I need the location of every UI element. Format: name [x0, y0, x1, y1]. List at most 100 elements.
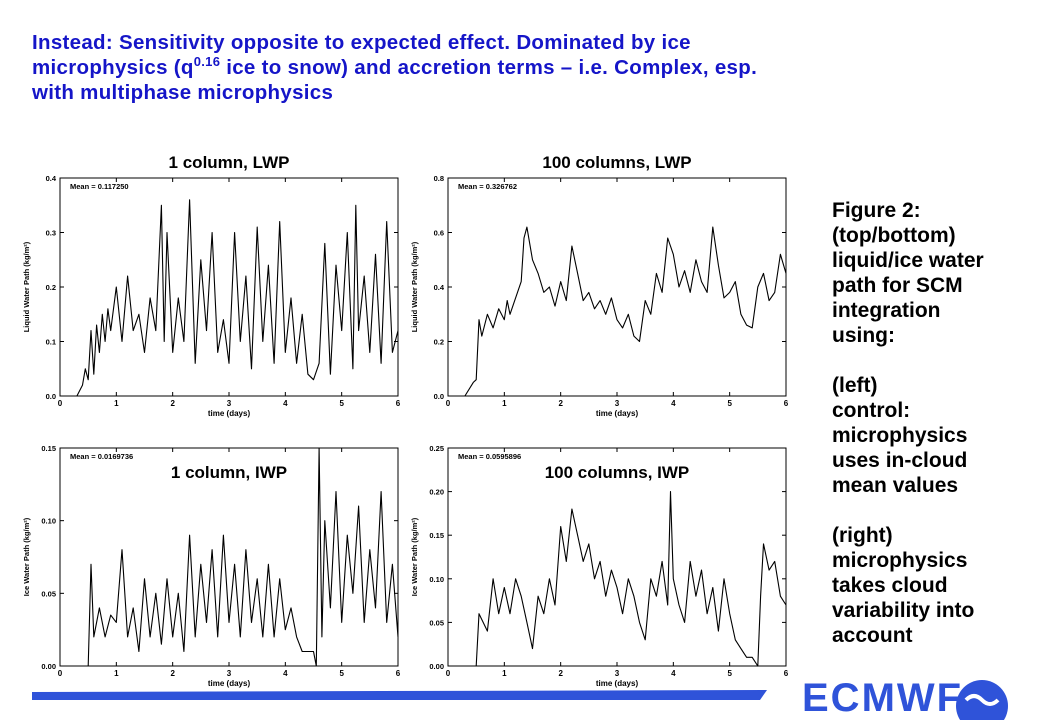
x-tick-label: 6	[396, 669, 401, 678]
x-tick-label: 1	[502, 669, 507, 678]
x-tick-label: 6	[784, 669, 789, 678]
caption-line: (left)	[832, 374, 878, 397]
chart-svg: 0 1 2 3 4 5 6 0.00 0.05 0.10 0.15 time (days) Ice Wa…	[22, 444, 401, 688]
y-axis-label: Liquid Water Path (kg/m²)	[22, 241, 31, 332]
y-tick-label: 0.0	[46, 392, 56, 401]
headline-line2-pre: microphysics (q	[32, 56, 194, 79]
figure-caption: Figure 2: (top/bottom) liquid/ice water …	[832, 198, 1032, 648]
caption-line: liquid/ice water	[832, 249, 984, 272]
x-tick-label: 2	[170, 399, 175, 408]
x-tick-label: 5	[727, 399, 732, 408]
x-tick-label: 5	[339, 399, 344, 408]
ecmwf-logo-text: ECMWF	[802, 676, 964, 720]
chart-title-100-columns-lwp: 100 columns, LWP	[542, 153, 691, 172]
y-tick-label: 0.8	[434, 174, 444, 183]
chart-title-1-column-iwp: 1 column, IWP	[171, 463, 287, 482]
chart-svg: 0 1 2 3 4 5 6 0.00 0.05 0.10 0.15 0.20 0.25 time (day…	[410, 444, 789, 688]
y-tick-label: 0.6	[434, 229, 444, 238]
footer-bar	[32, 690, 767, 700]
chart-lwp-1-column: 0 1 2 3 4 5 6 0.0 0.1 0.2 0.3 0.4 time (days) Liquid …	[20, 148, 410, 418]
y-tick-label: 0.15	[429, 531, 444, 540]
chart-iwp-100-columns: 0 1 2 3 4 5 6 0.00 0.05 0.10 0.15 0.20 0.25 time (day…	[408, 418, 798, 688]
mean-annotation: Mean = 0.0595896	[458, 452, 521, 461]
headline-line3: with multiphase microphysics	[32, 81, 334, 104]
slide-headline: Instead: Sensitivity opposite to expecte…	[32, 30, 1012, 105]
caption-line: using:	[832, 324, 895, 347]
mean-annotation: Mean = 0.117250	[70, 182, 129, 191]
series-line	[60, 447, 399, 667]
mean-annotation: Mean = 0.326762	[458, 182, 517, 191]
x-tick-label: 1	[114, 399, 119, 408]
y-tick-label: 0.00	[429, 662, 444, 671]
caption-line: takes cloud	[832, 574, 948, 597]
y-tick-label: 0.05	[41, 589, 56, 598]
caption-line: uses in-cloud	[832, 449, 968, 472]
x-tick-label: 5	[339, 669, 344, 678]
x-tick-label: 4	[283, 669, 288, 678]
y-tick-label: 0.05	[429, 618, 444, 627]
x-tick-label: 0	[446, 399, 451, 408]
caption-line: Figure 2:	[832, 199, 921, 222]
x-tick-label: 1	[114, 669, 119, 678]
caption-line: integration	[832, 299, 941, 322]
chart-svg: 0 1 2 3 4 5 6 0.0 0.2 0.4 0.6 0.8 time (days) Liquid …	[410, 153, 789, 418]
chart-lwp-100-columns: 0 1 2 3 4 5 6 0.0 0.2 0.4 0.6 0.8 time (days) Liquid …	[408, 148, 798, 418]
x-tick-label: 6	[396, 399, 401, 408]
x-tick-label: 2	[558, 399, 563, 408]
x-axis-label: time (days)	[208, 679, 251, 688]
chart-title-1-column-lwp: 1 column, LWP	[169, 153, 290, 172]
x-axis-label: time (days)	[596, 409, 639, 418]
x-tick-label: 5	[727, 669, 732, 678]
x-axis-label: time (days)	[596, 679, 639, 688]
x-tick-label: 0	[58, 669, 63, 678]
caption-line: microphysics	[832, 549, 968, 572]
x-tick-label: 2	[170, 669, 175, 678]
y-axis-label: Ice Water Path (kg/m²)	[410, 517, 419, 596]
x-tick-label: 3	[227, 669, 232, 678]
caption-line: microphysics	[832, 424, 968, 447]
y-tick-label: 0.0	[434, 392, 444, 401]
headline-line2-post: ice to snow) and accretion terms – i.e. …	[220, 56, 758, 79]
x-tick-label: 4	[671, 399, 676, 408]
mean-annotation: Mean = 0.0169736	[70, 452, 133, 461]
y-tick-label: 0.1	[46, 338, 56, 347]
x-axis-label: time (days)	[208, 409, 251, 418]
caption-line: variability into	[832, 599, 975, 622]
y-axis-label: Ice Water Path (kg/m²)	[22, 517, 31, 596]
y-tick-label: 0.10	[41, 517, 56, 526]
x-tick-label: 4	[671, 669, 676, 678]
y-tick-label: 0.10	[429, 575, 444, 584]
headline-line1: Instead: Sensitivity opposite to expecte…	[32, 31, 691, 54]
x-tick-label: 3	[615, 669, 620, 678]
caption-line: (right)	[832, 524, 893, 547]
x-tick-label: 6	[784, 399, 789, 408]
y-tick-label: 0.20	[429, 488, 444, 497]
x-tick-label: 2	[558, 669, 563, 678]
ecmwf-logo-icon	[952, 676, 1012, 720]
caption-paragraph-2: (left) control: microphysics uses in-clo…	[832, 373, 1032, 498]
caption-paragraph-1: Figure 2: (top/bottom) liquid/ice water …	[832, 198, 1032, 348]
y-tick-label: 0.3	[46, 229, 56, 238]
chart-svg: 0 1 2 3 4 5 6 0.0 0.1 0.2 0.3 0.4 time (days) Liquid …	[22, 153, 401, 418]
series-line	[448, 491, 787, 667]
chart-iwp-1-column: 0 1 2 3 4 5 6 0.00 0.05 0.10 0.15 time (days) Ice Wa…	[20, 418, 410, 688]
plot-frame	[447, 177, 787, 397]
x-tick-label: 3	[227, 399, 232, 408]
headline-exponent: 0.16	[193, 54, 221, 70]
series-line	[60, 199, 399, 397]
y-tick-label: 0.4	[46, 174, 57, 183]
y-tick-label: 0.2	[434, 338, 444, 347]
series-line	[448, 226, 787, 397]
x-tick-label: 3	[615, 399, 620, 408]
caption-paragraph-3: (right) microphysics takes cloud variabi…	[832, 523, 1032, 648]
y-tick-label: 0.25	[429, 444, 444, 453]
chart-title-100-columns-iwp: 100 columns, IWP	[545, 463, 690, 482]
y-axis-label: Liquid Water Path (kg/m²)	[410, 241, 419, 332]
x-tick-label: 0	[58, 399, 63, 408]
y-tick-label: 0.4	[434, 283, 445, 292]
y-tick-label: 0.15	[41, 444, 56, 453]
caption-line: (top/bottom)	[832, 224, 956, 247]
x-tick-label: 1	[502, 399, 507, 408]
x-tick-label: 0	[446, 669, 451, 678]
y-tick-label: 0.00	[41, 662, 56, 671]
